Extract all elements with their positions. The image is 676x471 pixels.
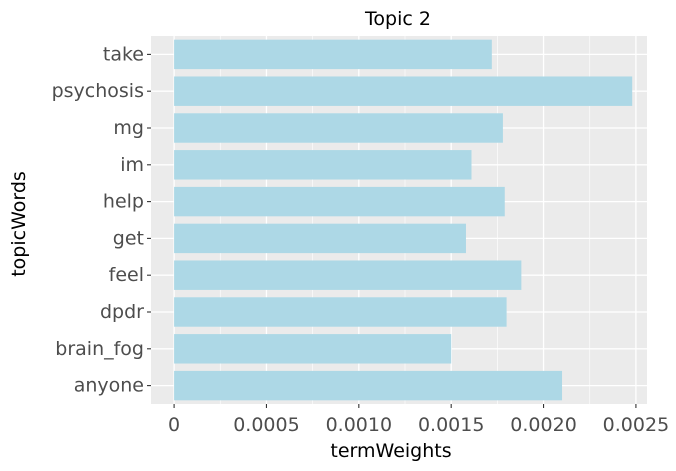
bar-psychosis [174, 76, 633, 106]
bar-feel [174, 260, 522, 290]
y-tick-label: help [103, 191, 144, 213]
bar-get [174, 223, 466, 254]
x-tick-label: 0.0015 [418, 414, 484, 436]
bar-anyone [174, 370, 563, 401]
y-tick-label: psychosis [52, 80, 144, 102]
x-tick-label: 0.0025 [603, 414, 669, 436]
y-axis: take psychosis mg im help get feel dpdr brain_fo… [52, 43, 151, 397]
y-tick-label: feel [109, 264, 144, 286]
y-tick-label: brain_fog [55, 338, 144, 360]
bar-mg [174, 113, 503, 143]
bar-help [174, 186, 505, 217]
bar-take [174, 39, 492, 70]
chart-title: Topic 2 [364, 8, 431, 30]
x-tick-label: 0.0005 [233, 414, 299, 436]
y-tick-label: take [103, 43, 144, 65]
y-tick-label: im [120, 154, 144, 176]
y-tick-label: dpdr [100, 301, 144, 323]
x-tick-label: 0.0010 [326, 414, 392, 436]
x-tick-label: 0.0020 [510, 414, 576, 436]
bar-im [174, 150, 472, 180]
y-axis-title: topicWords [8, 171, 30, 277]
bars [174, 39, 633, 401]
bar-dpdr [174, 297, 507, 327]
y-tick-label: anyone [74, 375, 144, 397]
x-axis: 0 0.0005 0.0010 0.0015 0.0020 0.0025 [168, 404, 669, 436]
bar-brain_fog [174, 334, 452, 364]
x-axis-title: termWeights [330, 440, 451, 462]
y-tick-label: mg [113, 117, 144, 139]
y-tick-label: get [113, 227, 144, 249]
x-tick-label: 0 [168, 414, 180, 436]
